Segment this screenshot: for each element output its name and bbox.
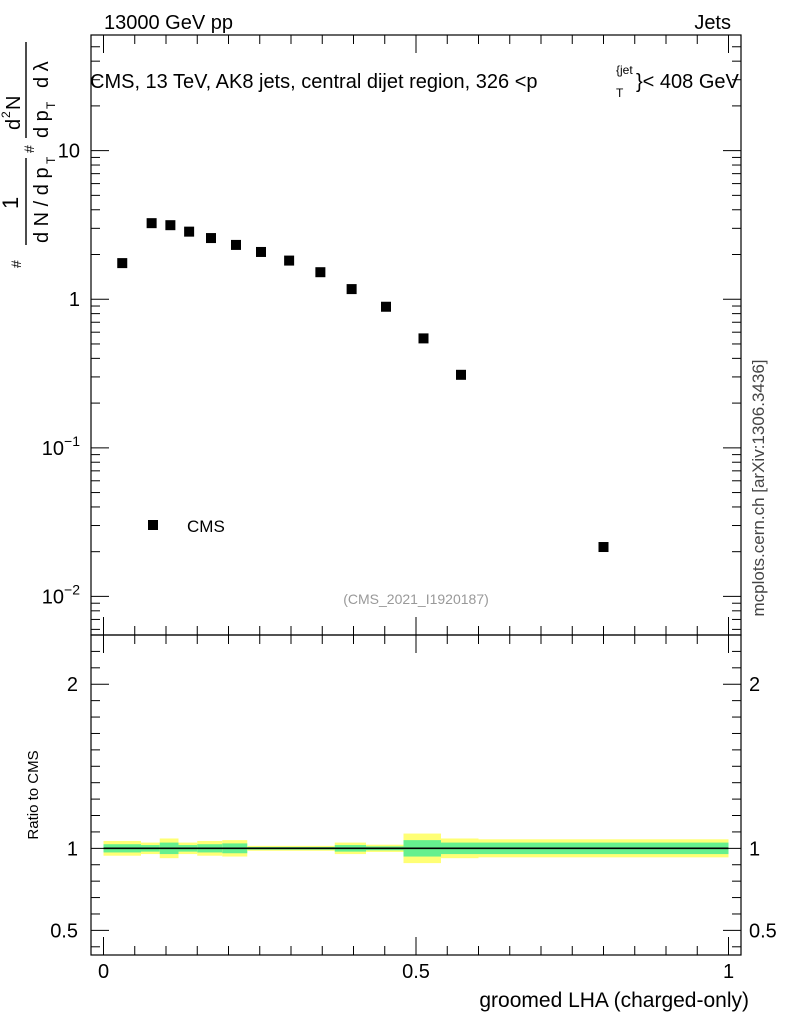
data-point (284, 255, 295, 266)
chart-title-sup: {jet (616, 63, 633, 77)
process-label: Jets (694, 12, 731, 34)
main-y-tick-labels: 10 1 10−1 10−2 (42, 141, 80, 609)
data-point (165, 220, 176, 231)
ratio-y-tick-label-left: 2 (67, 674, 78, 696)
ratio-y-tick-label-left: 1 (67, 838, 78, 860)
data-point (381, 301, 391, 312)
data-point (346, 284, 357, 295)
svg-text:T: T (44, 156, 58, 164)
ratio-plot-frame (90, 634, 742, 956)
legend-marker-cms (148, 520, 158, 530)
main-y-tick-label: 1 (69, 289, 80, 311)
data-point (315, 267, 326, 278)
main-y-tick-marks (91, 34, 741, 630)
data-point (598, 542, 609, 553)
ratio-plot-panel: 2 21 10.5 0.5 0 0.5 1 Ratio to CMS groomed LH… (25, 634, 777, 1012)
data-point (456, 369, 466, 380)
legend: CMS (148, 517, 225, 536)
ratio-y-tick-label-left: 0.5 (50, 920, 78, 942)
ratio-tick-marks (91, 635, 741, 955)
data-point (418, 333, 429, 344)
svg-text:1: 1 (0, 197, 23, 209)
chart-title-tail: }< 408 GeV (636, 71, 740, 93)
chart-title-main: CMS, 13 TeV, AK8 jets, central dijet reg… (90, 71, 538, 93)
x-tick-labels: 0 0.5 1 (98, 961, 734, 983)
main-y-tick-label: 10−1 (42, 433, 80, 460)
svg-text:#: # (8, 260, 24, 268)
svg-text:N: N (3, 96, 25, 110)
ratio-y-tick-label-right: 1 (749, 838, 760, 860)
main-x-tick-marks (103, 35, 729, 635)
side-label: mcplots.cern.ch [arXiv:1306.3436] (749, 359, 768, 616)
data-points (117, 218, 609, 553)
ratio-y-tick-labels: 2 2 1 1 0.5 0.5 (50, 674, 777, 942)
main-y-tick-label: 10−2 (42, 581, 80, 608)
x-axis-label: groomed LHA (charged-only) (479, 989, 749, 1012)
data-point (184, 226, 195, 237)
main-y-axis-label: # 1 d N / d p T # d 2 N d p T d λ (0, 42, 58, 268)
ratio-y-tick-label-right: 2 (749, 674, 760, 696)
svg-text:T: T (44, 101, 58, 109)
data-point (256, 246, 266, 257)
ratio-y-axis-label: Ratio to CMS (25, 750, 42, 839)
legend-label-cms: CMS (187, 517, 225, 536)
analysis-watermark: (CMS_2021_I1920187) (343, 591, 489, 607)
chart-title-sub: T (616, 86, 624, 100)
x-tick-label: 1 (723, 961, 734, 983)
data-point (206, 233, 216, 244)
data-point (146, 218, 157, 229)
svg-text:d: d (3, 119, 25, 130)
data-point (117, 258, 128, 269)
svg-text:d p: d p (31, 110, 53, 138)
svg-text:d λ: d λ (31, 61, 53, 88)
energy-label: 13000 GeV pp (104, 12, 233, 34)
data-point (231, 239, 241, 250)
x-tick-label: 0 (98, 961, 109, 983)
svg-text:#: # (21, 145, 37, 153)
main-plot-frame (90, 34, 742, 636)
svg-text:2: 2 (0, 111, 13, 118)
main-y-tick-label: 10 (58, 141, 80, 163)
chart-title: CMS, 13 TeV, AK8 jets, central dijet reg… (90, 63, 740, 100)
main-plot-panel: 10 1 10−1 10−2 CMS, 13 TeV, AK8 jets, centr… (0, 34, 742, 636)
svg-text:d N / d p: d N / d p (31, 167, 53, 243)
ratio-y-tick-label-right: 0.5 (749, 920, 777, 942)
x-tick-label: 0.5 (402, 961, 430, 983)
